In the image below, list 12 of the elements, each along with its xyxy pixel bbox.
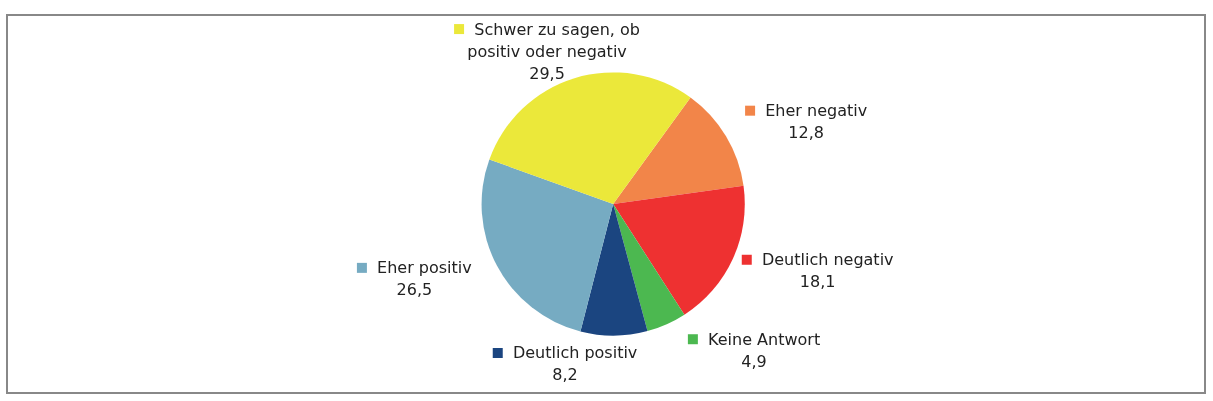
data-label: 4,9 [741,351,767,371]
legend-label: Eher positiv [366,258,472,278]
data-label: 8,2 [552,365,578,385]
data-label: 29,5 [529,63,565,83]
legend-label: Deutlich negativ [751,250,894,270]
legend-label: Keine Antwort [697,329,821,349]
data-label: 12,8 [788,123,824,143]
legend-label: Deutlich positiv [502,343,638,363]
data-label: 18,1 [799,272,836,292]
data-label: 26,5 [396,280,433,300]
legend-label: Eher negativ [755,101,868,121]
legend-label: Schwer zu sagen, ob positiv oder negativ [464,19,640,61]
